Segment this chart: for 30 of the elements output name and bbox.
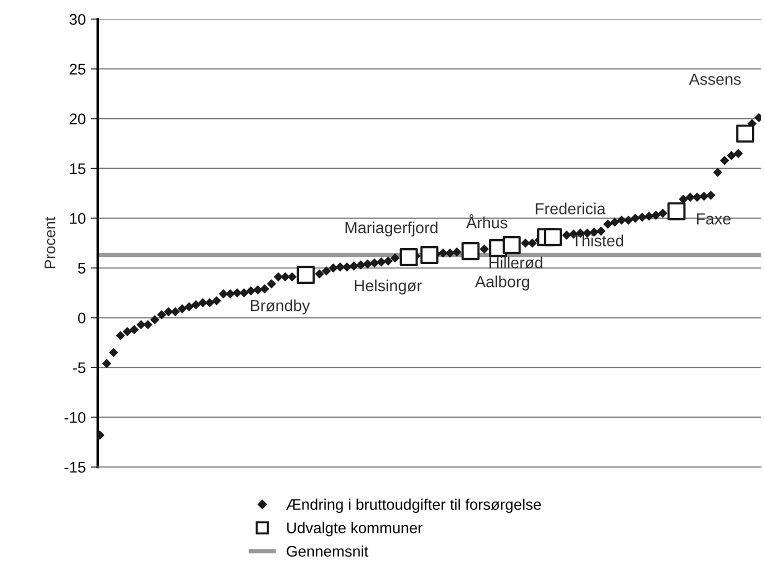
annotation: Thisted xyxy=(572,234,624,246)
y-tick-label: -15 xyxy=(64,462,86,473)
y-tick-label: 5 xyxy=(78,262,86,274)
y-tick-label: 10 xyxy=(70,213,86,224)
annotation: Brøndby xyxy=(250,299,310,314)
y-tick-label: 20 xyxy=(70,114,86,124)
annotation: Hillerød xyxy=(490,256,542,268)
legend-label: Gennemsnit xyxy=(286,545,368,557)
point xyxy=(296,266,315,284)
legend-label: Ændring i bruttoudgifter til forsørgelse xyxy=(286,498,541,513)
point xyxy=(462,242,480,260)
legend-label: Udvalgte kommuner xyxy=(287,522,422,536)
annotation: Assens xyxy=(689,74,741,85)
annotation: Aalborg xyxy=(475,276,530,290)
point xyxy=(502,236,521,254)
point xyxy=(400,248,418,266)
point xyxy=(420,246,438,264)
point xyxy=(667,202,686,220)
y-tick-label: -10 xyxy=(64,412,86,423)
point xyxy=(736,124,754,143)
y-tick-label: 30 xyxy=(70,14,86,25)
y-tick-label: 0 xyxy=(78,312,86,324)
annotation: Helsingør xyxy=(354,280,422,294)
y-axis-title: Procent xyxy=(44,216,56,268)
annotation: Mariagerfjord xyxy=(346,222,438,236)
y-tick-label: 25 xyxy=(70,64,86,75)
y-tick-label: 15 xyxy=(70,163,86,174)
point xyxy=(544,228,562,246)
y-tick-label: -5 xyxy=(73,362,86,374)
annotation: Fredericia xyxy=(536,202,606,214)
